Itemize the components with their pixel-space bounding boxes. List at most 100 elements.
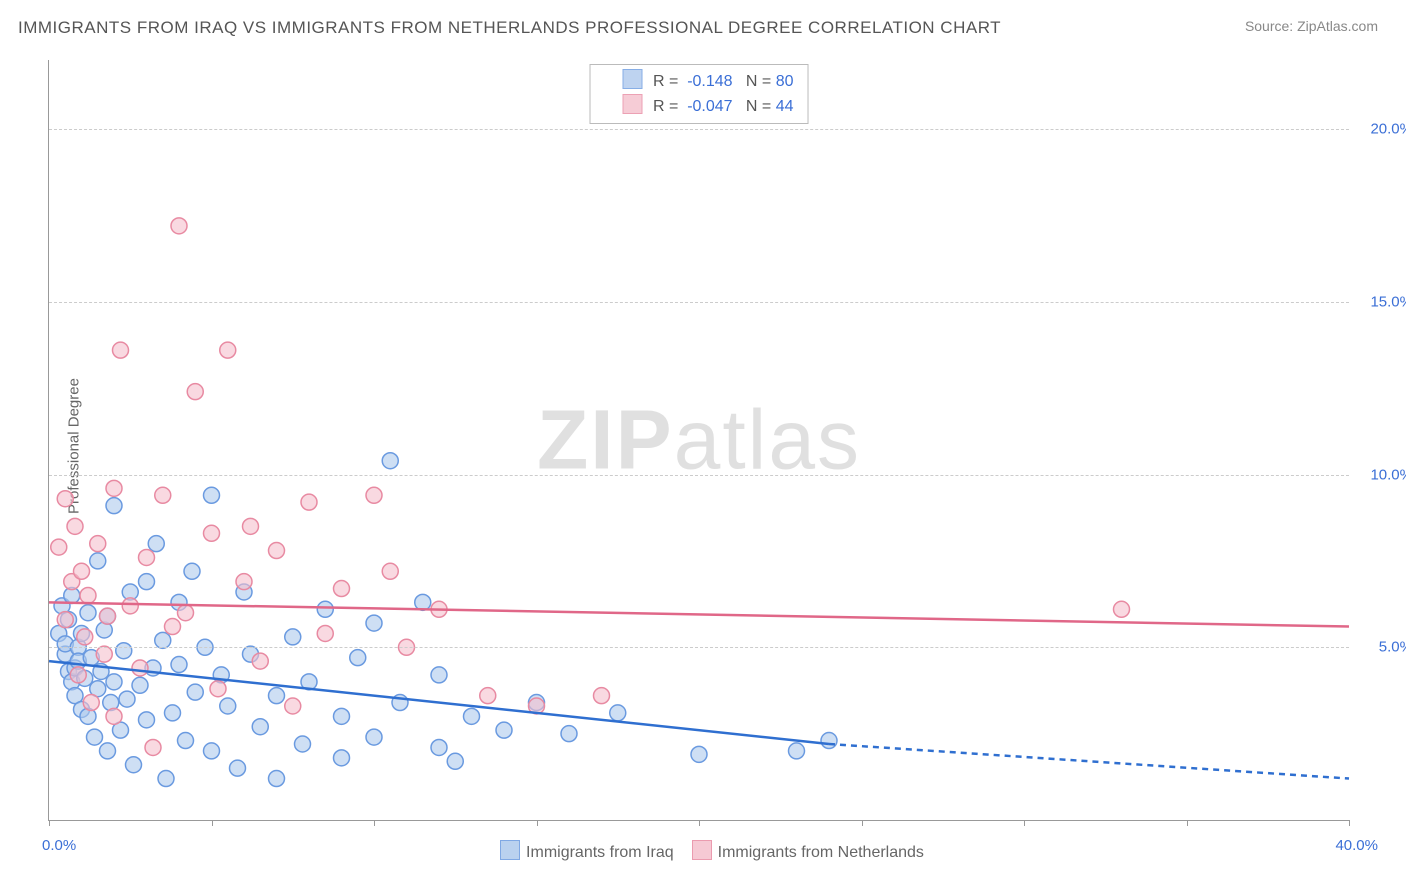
data-point-iraq [334, 750, 350, 766]
data-point-iraq [821, 733, 837, 749]
x-tick [1024, 820, 1025, 826]
legend-row-iraq: R = -0.148 N = 80 [605, 69, 794, 94]
data-point-iraq [165, 705, 181, 721]
data-point-iraq [464, 708, 480, 724]
data-point-netherlands [594, 688, 610, 704]
trendline-dash-iraq [829, 744, 1349, 779]
data-point-netherlands [236, 574, 252, 590]
data-point-netherlands [122, 598, 138, 614]
data-point-iraq [158, 771, 174, 787]
data-point-netherlands [83, 695, 99, 711]
data-point-iraq [171, 657, 187, 673]
data-point-netherlands [74, 563, 90, 579]
data-point-iraq [252, 719, 268, 735]
data-point-iraq [148, 536, 164, 552]
data-point-iraq [178, 733, 194, 749]
data-point-netherlands [67, 518, 83, 534]
data-point-iraq [366, 615, 382, 631]
data-point-iraq [269, 771, 285, 787]
legend-swatch [623, 94, 643, 114]
data-point-iraq [100, 743, 116, 759]
source-prefix: Source: [1245, 18, 1297, 34]
data-point-netherlands [145, 739, 161, 755]
x-tick [862, 820, 863, 826]
gridline [49, 647, 1349, 648]
data-point-iraq [139, 574, 155, 590]
bottom-legend-swatch [692, 840, 712, 860]
data-point-netherlands [57, 612, 73, 628]
data-point-netherlands [80, 587, 96, 603]
data-point-netherlands [77, 629, 93, 645]
data-point-iraq [139, 712, 155, 728]
data-point-iraq [382, 453, 398, 469]
data-point-iraq [230, 760, 246, 776]
data-point-netherlands [100, 608, 116, 624]
data-point-netherlands [113, 342, 129, 358]
source-label: Source: ZipAtlas.com [1245, 18, 1378, 34]
data-point-iraq [106, 498, 122, 514]
data-point-netherlands [106, 480, 122, 496]
data-point-iraq [87, 729, 103, 745]
data-point-netherlands [285, 698, 301, 714]
data-point-iraq [119, 691, 135, 707]
data-point-netherlands [165, 619, 181, 635]
data-point-iraq [431, 667, 447, 683]
source-link[interactable]: ZipAtlas.com [1297, 18, 1378, 34]
data-point-netherlands [334, 581, 350, 597]
data-point-netherlands [96, 646, 112, 662]
data-point-netherlands [210, 681, 226, 697]
data-point-netherlands [1114, 601, 1130, 617]
data-point-iraq [496, 722, 512, 738]
legend-row-netherlands: R = -0.047 N = 44 [605, 94, 794, 119]
data-point-iraq [285, 629, 301, 645]
x-tick [1349, 820, 1350, 826]
x-tick [537, 820, 538, 826]
gridline [49, 475, 1349, 476]
bottom-legend-label: Immigrants from Iraq [526, 844, 674, 861]
data-point-netherlands [243, 518, 259, 534]
data-point-iraq [295, 736, 311, 752]
data-point-netherlands [57, 491, 73, 507]
data-point-iraq [366, 729, 382, 745]
data-point-iraq [184, 563, 200, 579]
data-point-iraq [789, 743, 805, 759]
data-point-iraq [334, 708, 350, 724]
data-point-iraq [691, 746, 707, 762]
plot-area: ZIPatlas R = -0.148 N = 80 R = -0.047 N … [48, 60, 1349, 821]
data-point-netherlands [220, 342, 236, 358]
data-point-iraq [204, 487, 220, 503]
x-tick [699, 820, 700, 826]
data-point-netherlands [139, 549, 155, 565]
data-point-netherlands [366, 487, 382, 503]
data-point-iraq [155, 632, 171, 648]
data-point-iraq [350, 650, 366, 666]
data-point-netherlands [178, 605, 194, 621]
data-point-iraq [317, 601, 333, 617]
x-tick [212, 820, 213, 826]
x-tick [1187, 820, 1188, 826]
data-point-iraq [561, 726, 577, 742]
data-point-iraq [447, 753, 463, 769]
data-point-netherlands [252, 653, 268, 669]
y-tick-label: 15.0% [1370, 293, 1406, 310]
data-point-netherlands [301, 494, 317, 510]
data-point-netherlands [51, 539, 67, 555]
correlation-legend: R = -0.148 N = 80 R = -0.047 N = 44 [590, 64, 809, 124]
data-point-netherlands [382, 563, 398, 579]
data-point-iraq [80, 605, 96, 621]
data-point-netherlands [171, 218, 187, 234]
data-point-netherlands [317, 625, 333, 641]
data-point-netherlands [204, 525, 220, 541]
x-tick [49, 820, 50, 826]
gridline [49, 302, 1349, 303]
data-point-netherlands [269, 543, 285, 559]
x-tick [374, 820, 375, 826]
data-point-netherlands [106, 708, 122, 724]
bottom-legend: Immigrants from IraqImmigrants from Neth… [0, 840, 1406, 862]
data-point-iraq [90, 553, 106, 569]
y-tick-label: 20.0% [1370, 121, 1406, 138]
data-point-iraq [431, 739, 447, 755]
data-point-netherlands [187, 384, 203, 400]
chart-title: IMMIGRANTS FROM IRAQ VS IMMIGRANTS FROM … [18, 18, 1001, 38]
data-point-netherlands [90, 536, 106, 552]
